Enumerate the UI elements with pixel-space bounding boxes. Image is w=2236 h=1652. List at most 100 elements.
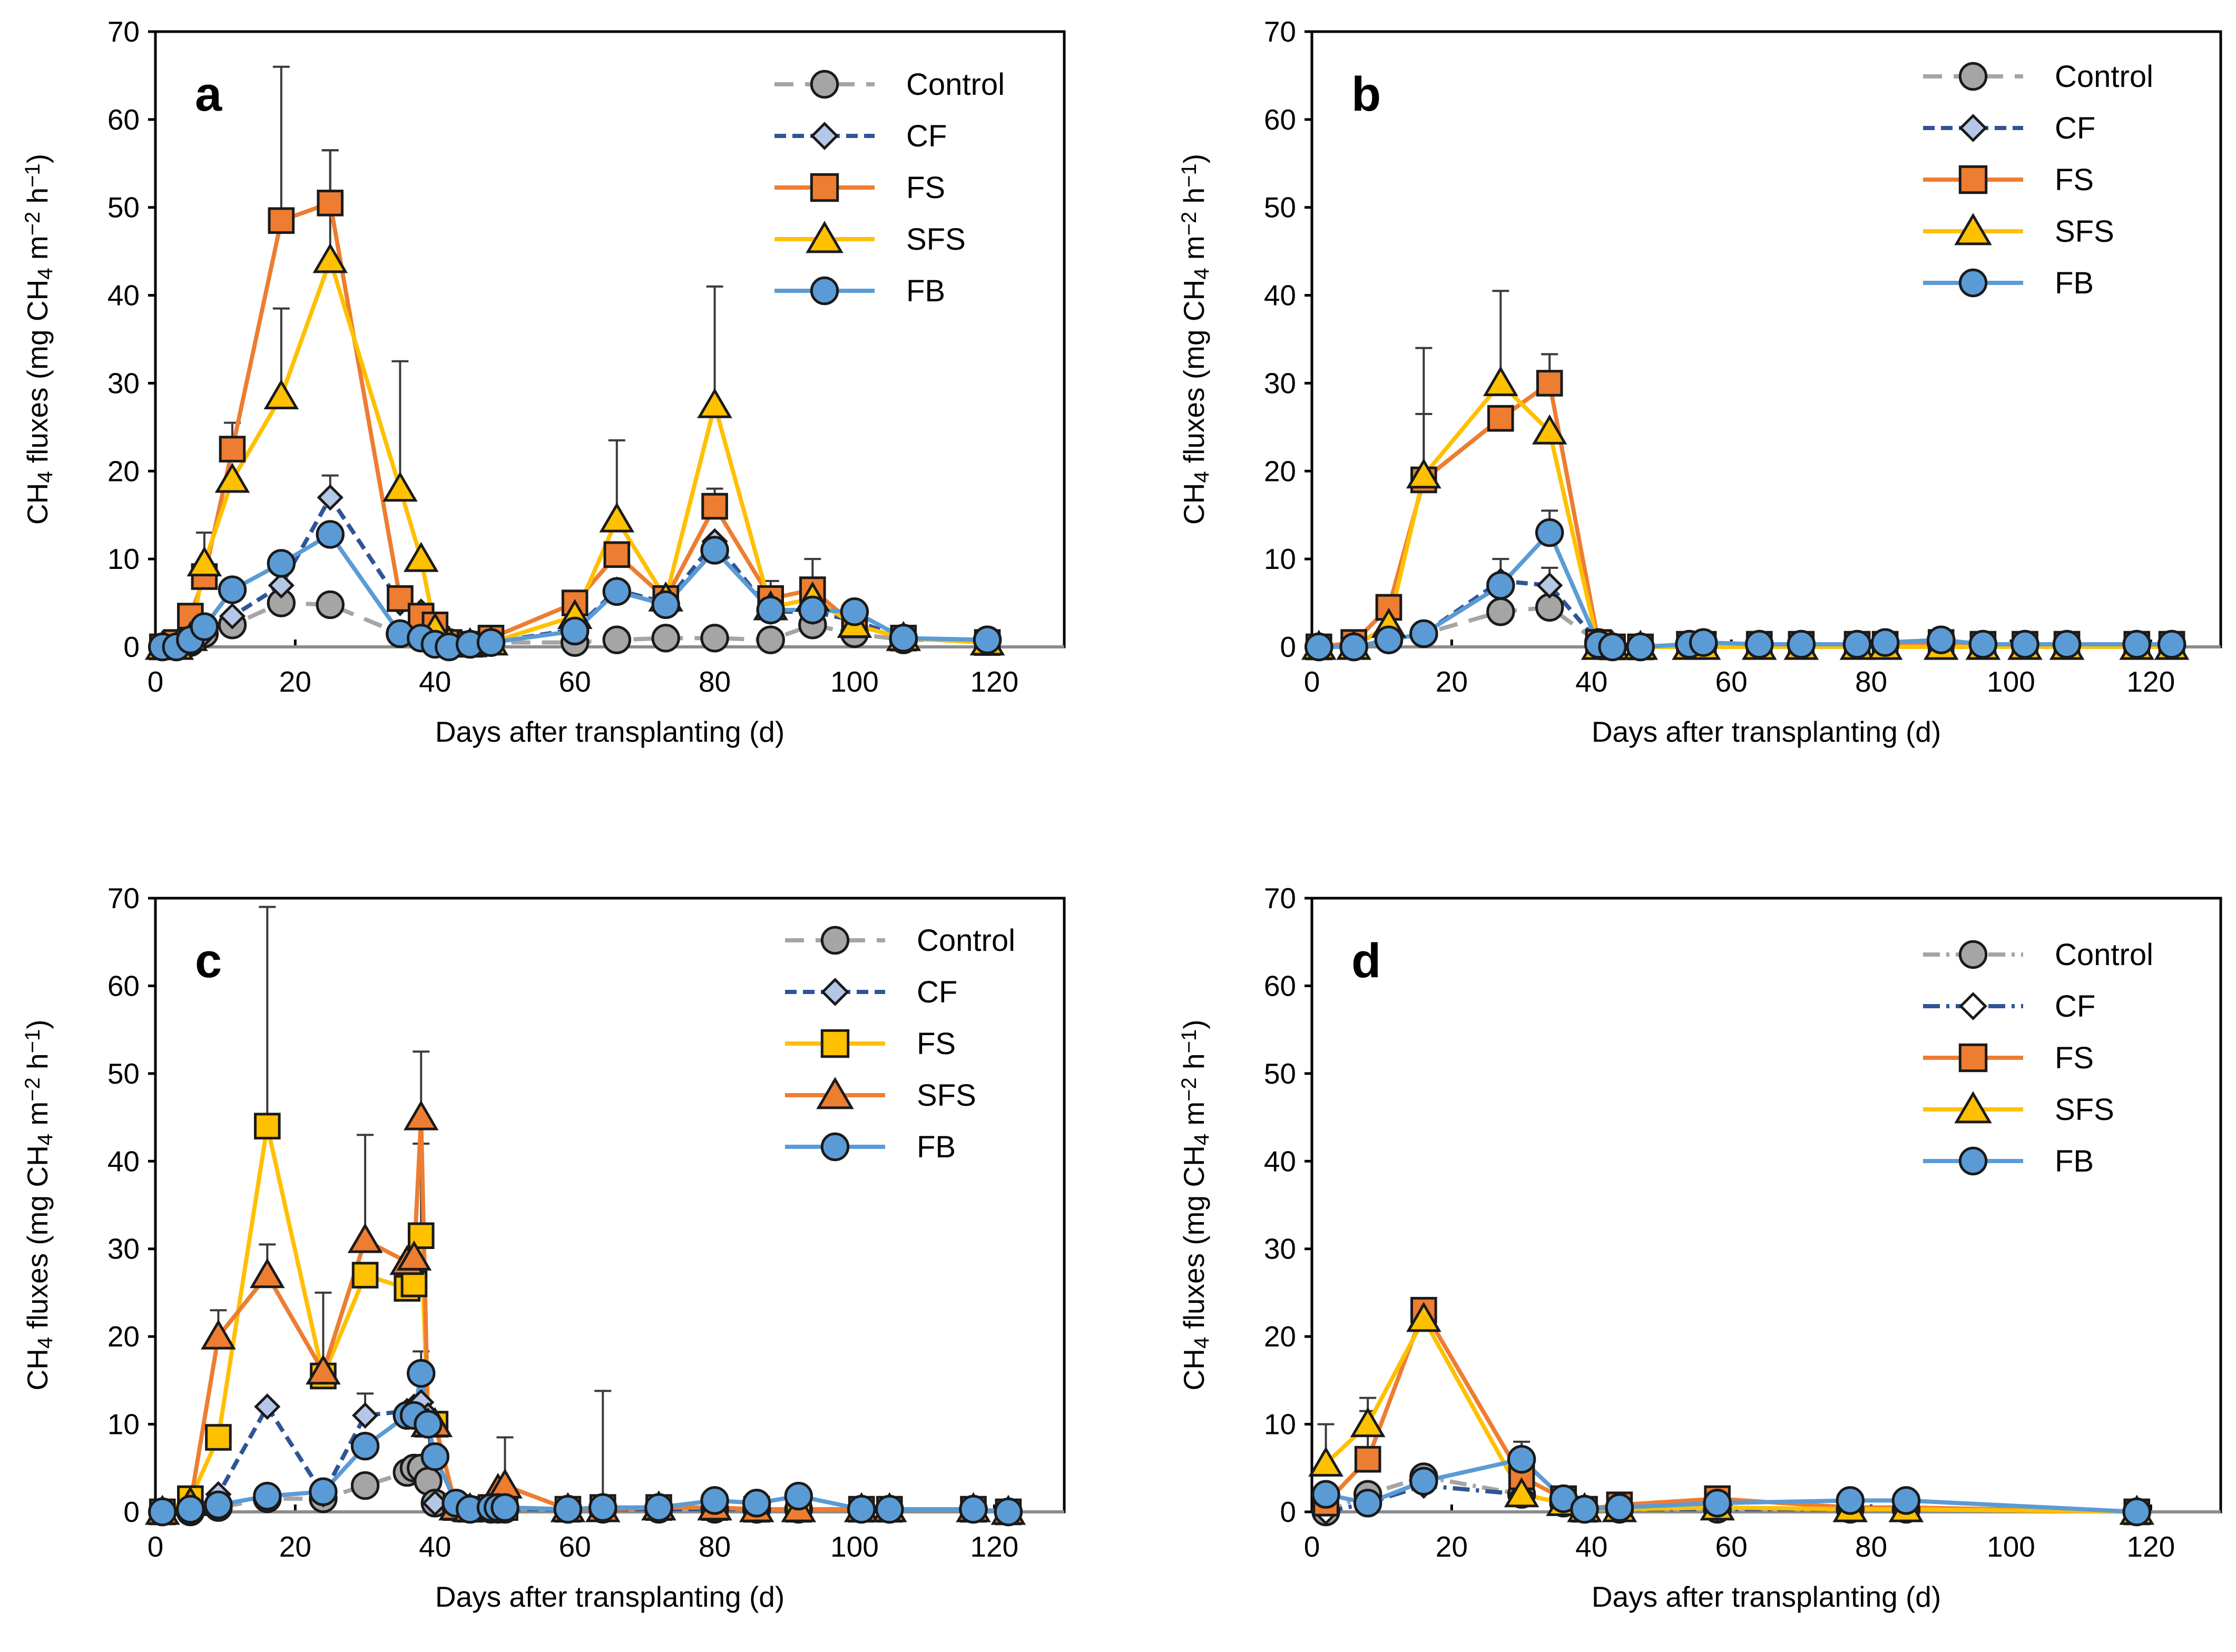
data-point-fb [644,1493,673,1522]
y-axis-label-part: CH [1178,483,1210,525]
data-point-sfs [1308,1446,1343,1477]
y-tick-label: 40 [1264,279,1296,312]
y-tick-label: 50 [107,191,140,224]
legend-marker [816,1077,854,1109]
x-tick-label: 60 [559,665,591,698]
y-tick-label: 10 [107,1408,140,1441]
y-tick-label: 30 [1264,1233,1296,1265]
data-point-fb [994,1497,1023,1527]
data-point-fb [267,549,296,578]
x-tick-label: 40 [419,1530,451,1563]
data-point-control [316,590,345,620]
y-axis-label-part: −1 [1178,1029,1201,1054]
y-axis-label-part: 4 [1190,268,1213,279]
y-axis-label-part: fluxes (mg CH [1178,1145,1210,1337]
y-tick-label: 40 [1264,1145,1296,1177]
data-point-fb [1870,628,1900,657]
data-point-fb [316,520,345,549]
x-axis-label: Days after transplanting (d) [435,1580,784,1613]
y-tick-label: 70 [1264,15,1296,48]
x-tick-label: 60 [1715,1530,1748,1563]
y-tick-label: 0 [1280,631,1296,663]
x-tick-label: 120 [970,1530,1018,1563]
legend-marker [1954,1091,1992,1124]
data-point-fb [973,625,1002,654]
data-point-sfs [396,1240,432,1271]
y-axis-label-part: −2 [21,212,44,236]
data-point-fb [420,1442,449,1471]
legend-marker [820,1132,850,1162]
legend-label: FS [2055,1041,2094,1075]
y-axis-label-part: CH [21,1349,54,1390]
y-tick-label: 50 [107,1057,140,1090]
x-tick-label: 120 [2126,1530,2175,1563]
data-point-sfs [383,471,418,502]
data-point-sfs [312,243,348,273]
legend-marker [821,978,849,1006]
panel-letter: c [195,934,222,988]
x-axis-label: Days after transplanting (d) [1592,1580,1941,1613]
legend-label: Control [917,923,1015,958]
data-point-fb [1374,625,1404,654]
data-point-fb [959,1494,988,1524]
y-tick-label: 50 [1264,191,1296,224]
data-point-fb [589,1493,617,1522]
y-tick-label: 20 [1264,455,1296,487]
y-tick-label: 20 [107,1320,140,1353]
y-tick-label: 20 [107,455,140,487]
x-tick-label: 80 [699,1530,731,1563]
y-axis-label-part: −2 [21,1077,44,1102]
legend-label: CF [2055,989,2095,1024]
legend-label: SFS [917,1078,976,1113]
data-point-fb [651,590,680,620]
legend-marker [810,276,839,306]
y-axis-label-part: ) [21,154,54,163]
x-tick-label: 120 [2126,665,2175,698]
legend-label: CF [906,119,947,153]
legend-marker [1954,213,1992,245]
x-tick-label: 20 [279,665,311,698]
y-axis-label-part: CH [21,483,54,525]
data-point-fb [414,1410,443,1439]
x-tick-label: 20 [1436,665,1468,698]
data-point-fb [1409,619,1438,648]
data-point-fb [2052,630,2082,659]
y-tick-label: 70 [107,15,140,48]
data-point-fb [2122,1497,2151,1527]
y-axis-label-part: ) [1178,1019,1210,1029]
data-point-fb [889,624,918,653]
data-point-fb [148,1497,177,1527]
y-tick-label: 30 [107,1233,140,1265]
data-point-sfs [1532,414,1567,445]
data-point-fs [205,1424,232,1451]
panel-b: 0 10 20 30 40 50 60 70 0 20 40 60 80 100 120 Days after… [1178,15,2222,748]
data-point-fb [491,1493,519,1522]
x-axis-label: Days after transplanting (d) [435,715,784,748]
data-point-fs [219,436,246,463]
y-axis-label-part: m [1178,235,1210,268]
data-point-fb [190,612,219,641]
legend-label: FS [2055,163,2094,197]
legend-label: Control [2055,938,2153,972]
data-point-control [651,624,680,653]
data-point-fb [2157,630,2186,659]
data-point-fb [309,1477,338,1506]
x-tick-label: 100 [1987,1530,2035,1563]
data-point-fs [701,493,728,520]
y-axis-label-part: −2 [1178,1077,1201,1102]
data-point-sfs [1504,1477,1539,1508]
data-point-fb [602,577,631,606]
legend-marker [1958,268,1988,298]
legend-label: FB [906,274,945,308]
data-point-fb [1311,1480,1340,1509]
legend-marker [1958,1146,1988,1176]
data-point-fs [1487,405,1514,432]
x-tick-label: 0 [148,1530,164,1563]
y-tick-label: 0 [1280,1496,1296,1528]
data-point-fb [560,616,590,646]
data-point-fb [2011,630,2039,659]
y-axis-label-part: m [1178,1102,1210,1134]
data-point-sfs [306,1354,341,1385]
legend-marker [1958,1043,1988,1073]
x-tick-label: 120 [970,665,1018,698]
